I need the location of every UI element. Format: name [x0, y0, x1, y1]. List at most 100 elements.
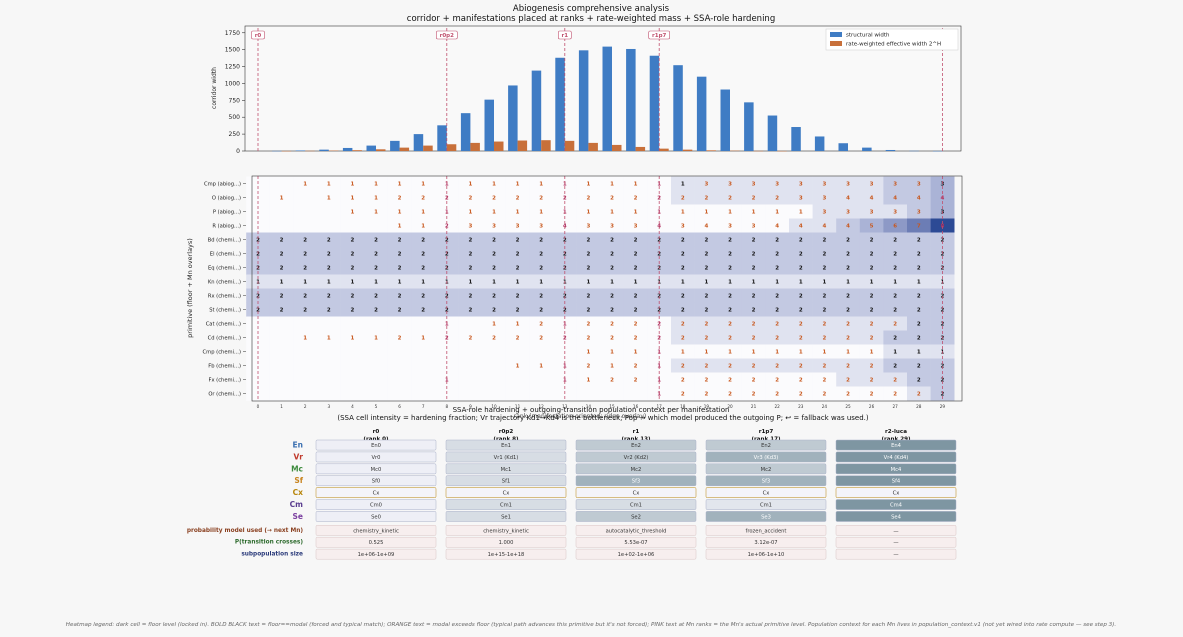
heatmap-cell-value: 1	[421, 336, 425, 342]
table-cell-text: Vr1 (Kd1)	[494, 455, 519, 461]
heatmap-cell-value: 2	[681, 392, 685, 398]
heatmap-cell-value: 1	[917, 280, 921, 286]
heatmap-cell-value: 2	[728, 196, 732, 202]
heatmap-cell-value: 2	[870, 308, 874, 314]
table-title: SSA-role hardening + outgoing-transition…	[453, 406, 730, 414]
heatmap-cell-value: 2	[586, 308, 590, 314]
heatmap-cell-value: 1	[775, 210, 779, 216]
heatmap-row-label: Fx (chemi...)	[208, 378, 241, 384]
heatmap-cell	[529, 373, 553, 387]
table-cell-text: En2	[631, 443, 641, 449]
heatmap-row-label: Rx (chemi...)	[208, 294, 241, 300]
heatmap-cell	[293, 387, 317, 401]
heatmap-cell	[506, 345, 530, 359]
heatmap-cell	[411, 373, 435, 387]
heatmap-cell-value: 1	[280, 196, 284, 202]
heatmap-cell-value: 2	[539, 336, 543, 342]
heatmap-cell-value: 2	[775, 196, 779, 202]
heatmap-cell	[411, 317, 435, 331]
table-row-label: Se	[293, 512, 304, 521]
heatmap-cell	[341, 219, 365, 233]
heatmap-cell-value: 2	[822, 252, 826, 258]
heatmap-cell-value: 2	[634, 266, 638, 272]
heatmap-cell	[529, 345, 553, 359]
heatmap-cell-value: 2	[799, 308, 803, 314]
heatmap-cell-value: 1	[799, 280, 803, 286]
table-info-cell-text: 1.000	[499, 540, 514, 546]
heatmap-cell-value: 1	[539, 182, 543, 188]
heatmap-cell-value: 2	[799, 364, 803, 370]
heatmap-cell-value: 4	[846, 196, 850, 202]
heatmap-cell-value: 1	[822, 350, 826, 356]
heatmap-cell-value: 1	[327, 336, 331, 342]
heatmap-cell	[459, 317, 483, 331]
heatmap-x-tick-label: 29	[940, 404, 946, 409]
heatmap-cell-value: 1	[374, 280, 378, 286]
heatmap-cell-value: 2	[822, 364, 826, 370]
heatmap-cell-value: 2	[610, 336, 614, 342]
heatmap-row-label: El (chemi...)	[210, 252, 241, 258]
bar-structural	[603, 47, 613, 151]
heatmap-row-label: St (chemi...)	[209, 308, 241, 314]
table-cell-text: Se3	[761, 514, 771, 520]
heatmap-cell-value: 3	[492, 224, 496, 230]
heatmap-cell-value: 1	[398, 280, 402, 286]
heatmap-cell-value: 2	[350, 266, 354, 272]
heatmap-cell	[624, 387, 648, 401]
heatmap-cell-value: 2	[917, 294, 921, 300]
heatmap-x-tick-label: 24	[822, 404, 828, 409]
heatmap-cell-value: 3	[634, 224, 638, 230]
bar-y-tick-label: 750	[229, 97, 241, 104]
heatmap-cell-value: 1	[492, 210, 496, 216]
bar-structural	[319, 150, 329, 151]
heatmap-cell	[388, 373, 412, 387]
heatmap-cell-value: 1	[539, 210, 543, 216]
heatmap-cell-value: 4	[870, 196, 874, 202]
legend-swatch-effective	[830, 41, 842, 46]
heatmap-cell-value: 1	[586, 350, 590, 356]
table-info-label: probability model used (→ next Mn)	[187, 528, 304, 534]
heatmap-cell-value: 2	[327, 266, 331, 272]
heatmap-cell-value: 2	[870, 294, 874, 300]
heatmap-cell-value: 3	[917, 210, 921, 216]
table-cell-text: Se4	[891, 514, 901, 520]
heatmap-cell	[388, 387, 412, 401]
heatmap-cell-value: 2	[586, 266, 590, 272]
heatmap-cell-value: 4	[846, 224, 850, 230]
heatmap-cell	[317, 387, 341, 401]
heatmap-cell-value: 2	[775, 336, 779, 342]
table-column-name: r2-luca	[885, 429, 907, 435]
bar-marker-label: r0p2	[440, 33, 454, 39]
heatmap-cell	[364, 387, 388, 401]
heatmap-y-axis-label: primitive (floor + Mn overlays)	[186, 238, 194, 338]
heatmap-cell-value: 2	[327, 252, 331, 258]
heatmap-cell-value: 2	[681, 252, 685, 258]
bar-structural	[768, 116, 778, 151]
heatmap-cell-value: 2	[893, 322, 897, 328]
heatmap-cell-value: 2	[728, 364, 732, 370]
heatmap-cell	[435, 359, 459, 373]
heatmap-row-label: Or (chemi...)	[208, 392, 241, 398]
heatmap-cell-value: 2	[492, 252, 496, 258]
heatmap-cell-value: 3	[822, 196, 826, 202]
heatmap-cell-value: 1	[610, 210, 614, 216]
heatmap-cell-value: 1	[728, 280, 732, 286]
bar-effective	[588, 143, 598, 151]
table-info-cell-text: 1e+02-1e+06	[618, 552, 655, 558]
heatmap-cell-value: 1	[846, 350, 850, 356]
heatmap-cell	[317, 359, 341, 373]
heatmap-cell-value: 2	[303, 266, 307, 272]
table-cell-text: Vr3 (Kd3)	[754, 455, 779, 461]
heatmap-cell	[506, 373, 530, 387]
heatmap-cell-value: 2	[303, 238, 307, 244]
heatmap-cell-value: 1	[468, 182, 472, 188]
bar-y-tick-label: 250	[229, 131, 241, 138]
heatmap-cell	[341, 359, 365, 373]
bar-y-tick-label: 1000	[225, 80, 240, 87]
heatmap-cell-value: 2	[728, 238, 732, 244]
heatmap-cell	[317, 205, 341, 219]
heatmap-cell-value: 2	[610, 378, 614, 384]
